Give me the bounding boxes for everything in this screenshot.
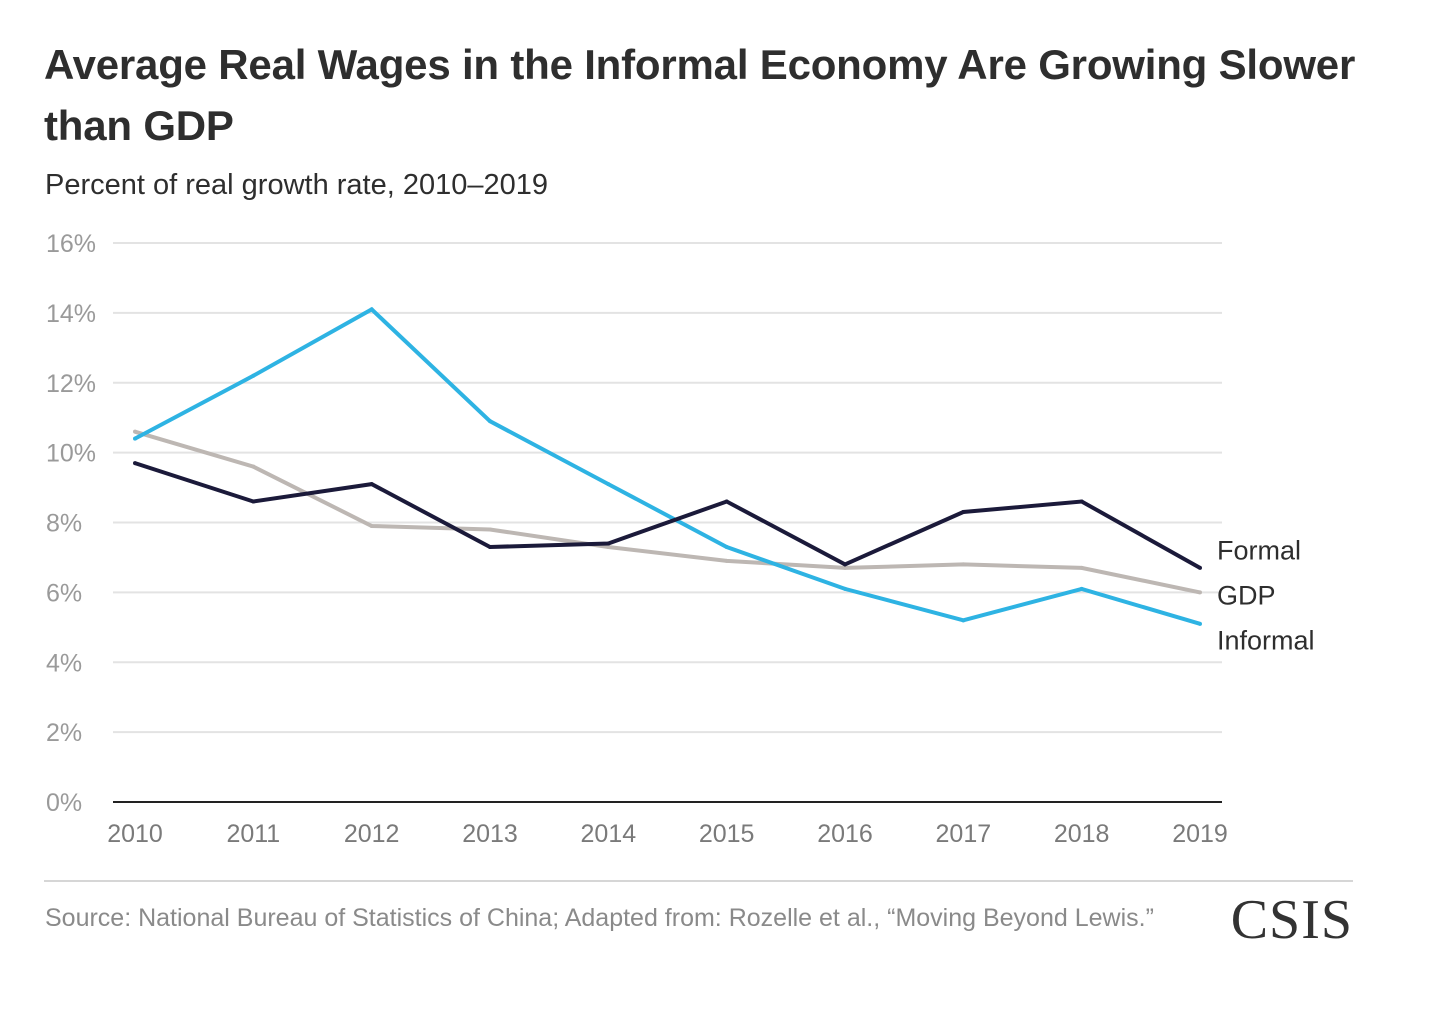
data-point-informal: [1079, 586, 1084, 591]
end-label-gdp: GDP: [1217, 581, 1276, 611]
grid-lines: [113, 242, 1222, 734]
data-point-informal: [606, 482, 611, 487]
data-point-gdp: [369, 523, 374, 528]
data-point-gdp: [133, 429, 137, 434]
y-axis-tick-labels: 0% 2% 4% 6% 8% 10% 12% 14% 16%: [46, 230, 96, 817]
series-line-informal: [134, 306, 1201, 626]
data-point-gdp: [961, 562, 966, 567]
x-tick-label: 2013: [462, 820, 518, 848]
data-point-gdp: [1198, 590, 1202, 595]
series-gdp: [133, 429, 1202, 595]
csis-logo: CSIS: [1230, 889, 1353, 951]
series-formal: [133, 461, 1202, 570]
series-line-formal: [134, 461, 1201, 570]
data-point-informal: [369, 307, 374, 312]
data-point-gdp: [843, 565, 847, 570]
x-tick-label: 2018: [1054, 820, 1110, 848]
series-informal: [133, 306, 1202, 626]
x-tick-label: 2016: [817, 820, 873, 848]
data-point-formal: [961, 510, 966, 515]
data-point-formal: [369, 482, 374, 487]
data-point-formal: [1079, 499, 1084, 504]
chart-title: Average Real Wages in the Informal Econo…: [44, 41, 1356, 149]
y-tick-label: 12%: [46, 370, 96, 398]
x-tick-label: 2017: [936, 820, 992, 848]
series-line-gdp: [134, 429, 1201, 595]
y-tick-label: 8%: [46, 510, 82, 538]
x-tick-label: 2011: [226, 820, 280, 848]
data-point-informal: [251, 373, 256, 378]
data-point-formal: [724, 499, 729, 504]
x-tick-label: 2019: [1172, 820, 1228, 848]
data-point-informal: [488, 419, 492, 424]
y-tick-label: 4%: [46, 649, 82, 677]
y-tick-label: 2%: [46, 719, 82, 747]
source-note: Source: National Bureau of Statistics of…: [45, 904, 1154, 932]
data-point-informal: [133, 436, 137, 441]
data-point-informal: [843, 586, 847, 591]
data-point-gdp: [251, 464, 256, 469]
data-point-formal: [133, 461, 137, 466]
y-tick-label: 0%: [46, 789, 82, 817]
line-chart: 0%2%4%6%8%10%12%14%16% 2010 2011 2012 2013 2…: [46, 230, 1315, 848]
data-point-formal: [843, 562, 847, 567]
y-tick-label: 10%: [46, 440, 96, 468]
data-point-informal: [961, 618, 966, 623]
series-lines: [133, 306, 1202, 626]
data-point-formal: [251, 499, 256, 504]
footer-divider: [44, 880, 1353, 882]
y-tick-label: 16%: [46, 230, 96, 258]
x-tick-label: 2014: [581, 820, 637, 848]
end-label-informal: Informal: [1217, 626, 1315, 656]
data-point-formal: [606, 541, 611, 546]
data-point-formal: [488, 544, 492, 549]
data-point-gdp: [606, 544, 611, 549]
chart-subtitle: Percent of real growth rate, 2010–2019: [45, 169, 548, 201]
data-point-informal: [1198, 621, 1202, 626]
data-point-informal: [724, 544, 729, 549]
x-tick-label: 2012: [344, 820, 400, 848]
series-end-labels: Formal GDP Informal: [1217, 536, 1315, 656]
data-point-formal: [1198, 565, 1202, 570]
x-axis-tick-labels: 2010 2011 2012 2013 2014 2015 2016 2017 2018 2019: [107, 820, 1228, 848]
y-tick-label: 14%: [46, 300, 96, 328]
data-point-gdp: [724, 558, 729, 563]
data-point-gdp: [1079, 565, 1084, 570]
x-tick-label: 2010: [107, 820, 163, 848]
data-point-gdp: [488, 527, 492, 532]
end-label-formal: Formal: [1217, 536, 1301, 566]
x-tick-label: 2015: [699, 820, 755, 848]
y-tick-label: 6%: [46, 579, 82, 607]
